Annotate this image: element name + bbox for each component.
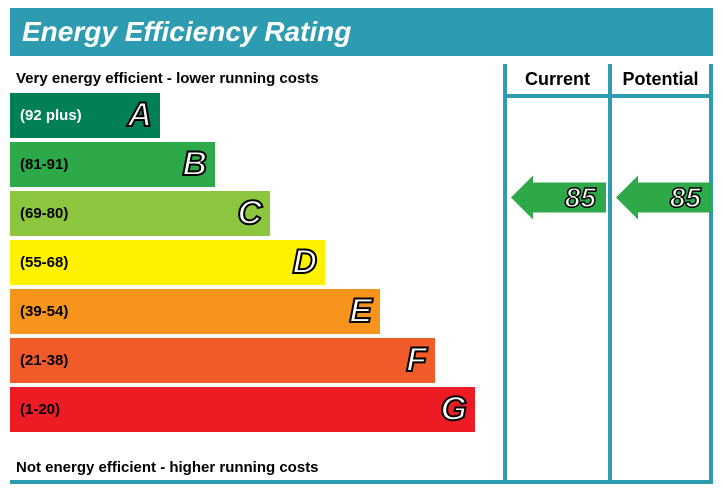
band-range-E: (39-54) bbox=[10, 303, 68, 320]
title-text: Energy Efficiency Rating bbox=[22, 16, 351, 48]
columns-panel: Current 85 Potential 85 bbox=[503, 64, 713, 480]
column-header-potential: Potential bbox=[612, 64, 709, 98]
band-letter-E: E bbox=[349, 292, 372, 331]
main-area: Very energy efficient - lower running co… bbox=[10, 64, 713, 484]
bands-panel: Very energy efficient - lower running co… bbox=[10, 64, 503, 480]
band-letter-A: A bbox=[127, 96, 152, 135]
band-letter-D: D bbox=[292, 243, 317, 282]
band-C: (69-80) C bbox=[10, 191, 270, 236]
arrow-potential: 85 bbox=[616, 175, 711, 220]
column-header-current: Current bbox=[507, 64, 608, 98]
band-A: (92 plus) A bbox=[10, 93, 160, 138]
subtitle-top: Very energy efficient - lower running co… bbox=[16, 70, 503, 87]
subtitle-bottom: Not energy efficient - higher running co… bbox=[16, 459, 319, 476]
band-letter-G: G bbox=[441, 390, 467, 429]
band-letter-B: B bbox=[182, 145, 207, 184]
band-F: (21-38) F bbox=[10, 338, 435, 383]
band-E: (39-54) E bbox=[10, 289, 380, 334]
band-letter-F: F bbox=[406, 341, 427, 380]
band-D: (55-68) D bbox=[10, 240, 325, 285]
band-letter-C: C bbox=[237, 194, 262, 233]
band-range-D: (55-68) bbox=[10, 254, 68, 271]
arrow-current: 85 bbox=[511, 175, 606, 220]
arrow-value-current: 85 bbox=[565, 182, 596, 214]
band-range-A: (92 plus) bbox=[10, 107, 82, 124]
band-B: (81-91) B bbox=[10, 142, 215, 187]
title-bar: Energy Efficiency Rating bbox=[10, 8, 713, 56]
bars-container: (92 plus) A (81-91) B (69-80) C (55-68) D (39-54… bbox=[10, 93, 503, 432]
band-range-G: (1-20) bbox=[10, 401, 60, 418]
band-G: (1-20) G bbox=[10, 387, 475, 432]
arrow-value-potential: 85 bbox=[670, 182, 701, 214]
column-potential: Potential 85 bbox=[608, 64, 713, 480]
band-range-C: (69-80) bbox=[10, 205, 68, 222]
band-range-F: (21-38) bbox=[10, 352, 68, 369]
band-range-B: (81-91) bbox=[10, 156, 68, 173]
column-current: Current 85 bbox=[503, 64, 608, 480]
